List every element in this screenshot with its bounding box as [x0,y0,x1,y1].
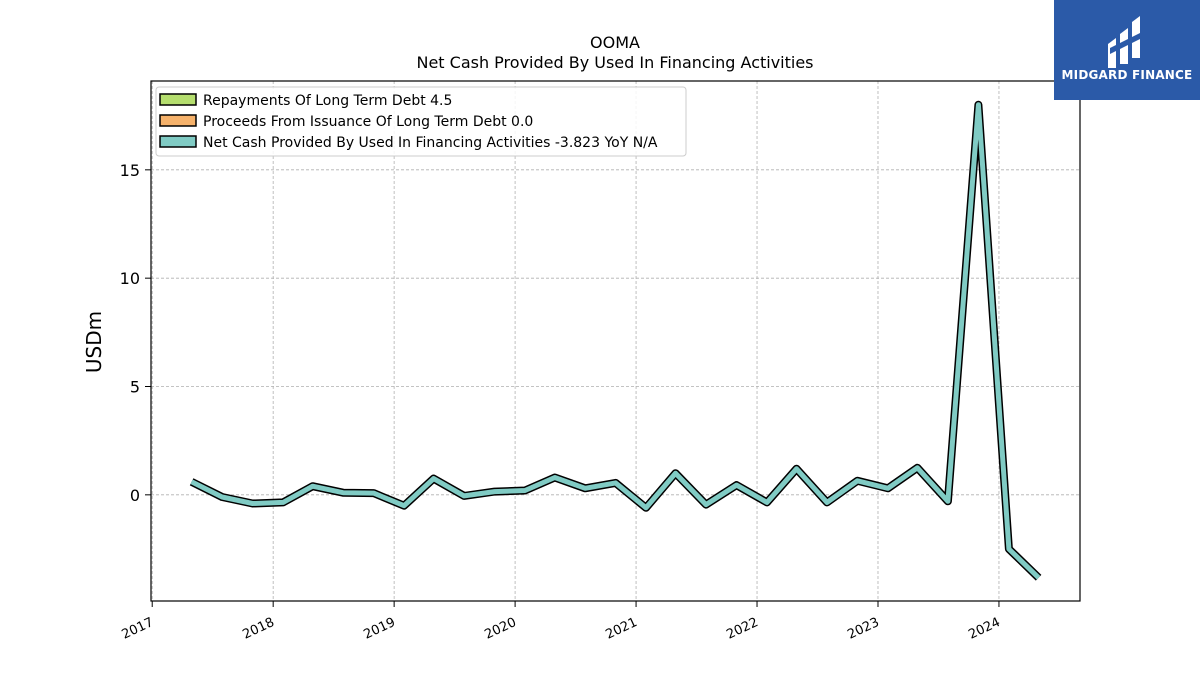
plot-frame [150,80,1081,602]
x-tick-label: 2017 [120,615,156,643]
legend-swatch [159,93,197,106]
legend-swatch [159,135,197,148]
x-tick-label: 2022 [724,615,760,643]
x-tick-label: 2020 [482,615,518,643]
legend-label: Repayments Of Long Term Debt 4.5 [203,93,452,109]
midgard-logo-icon [1108,16,1142,68]
legend-box [155,86,687,157]
y-tick-label: 5 [130,378,140,397]
series-line-outline [189,100,1042,581]
chart-subtitle: Net Cash Provided By Used In Financing A… [416,53,813,72]
legend-swatch [159,114,197,127]
chart-title: OOMA [590,33,640,52]
logo-text: MIDGARD FINANCE [1061,68,1193,82]
brand-logo: MIDGARD FINANCE [1054,0,1200,100]
y-tick-label: 0 [130,486,140,505]
legend: Repayments Of Long Term Debt 4.5 Proceeds… [155,86,687,157]
x-tick-label: 2023 [845,615,881,643]
legend-label: Net Cash Provided By Used In Financing A… [203,135,658,151]
x-tick-label: 2021 [603,615,639,643]
x-tick-label: 2024 [966,615,1002,643]
y-tick-label: 10 [120,269,140,288]
series-line [190,102,1041,580]
y-axis-label: USDm [82,311,106,373]
legend-label: Proceeds From Issuance Of Long Term Debt… [203,114,533,130]
x-tick-label: 2018 [241,615,277,643]
series-layer [189,100,1042,581]
axes: 0 5 10 15 2017 2018 2019 2020 2021 2022 2023 2024 [120,80,1081,643]
x-tick-label: 2019 [361,615,397,643]
y-tick-label: 15 [120,161,140,180]
grid [151,81,1080,601]
